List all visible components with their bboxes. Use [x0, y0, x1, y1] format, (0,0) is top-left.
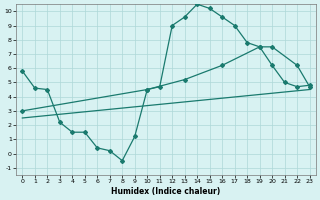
X-axis label: Humidex (Indice chaleur): Humidex (Indice chaleur): [111, 187, 220, 196]
